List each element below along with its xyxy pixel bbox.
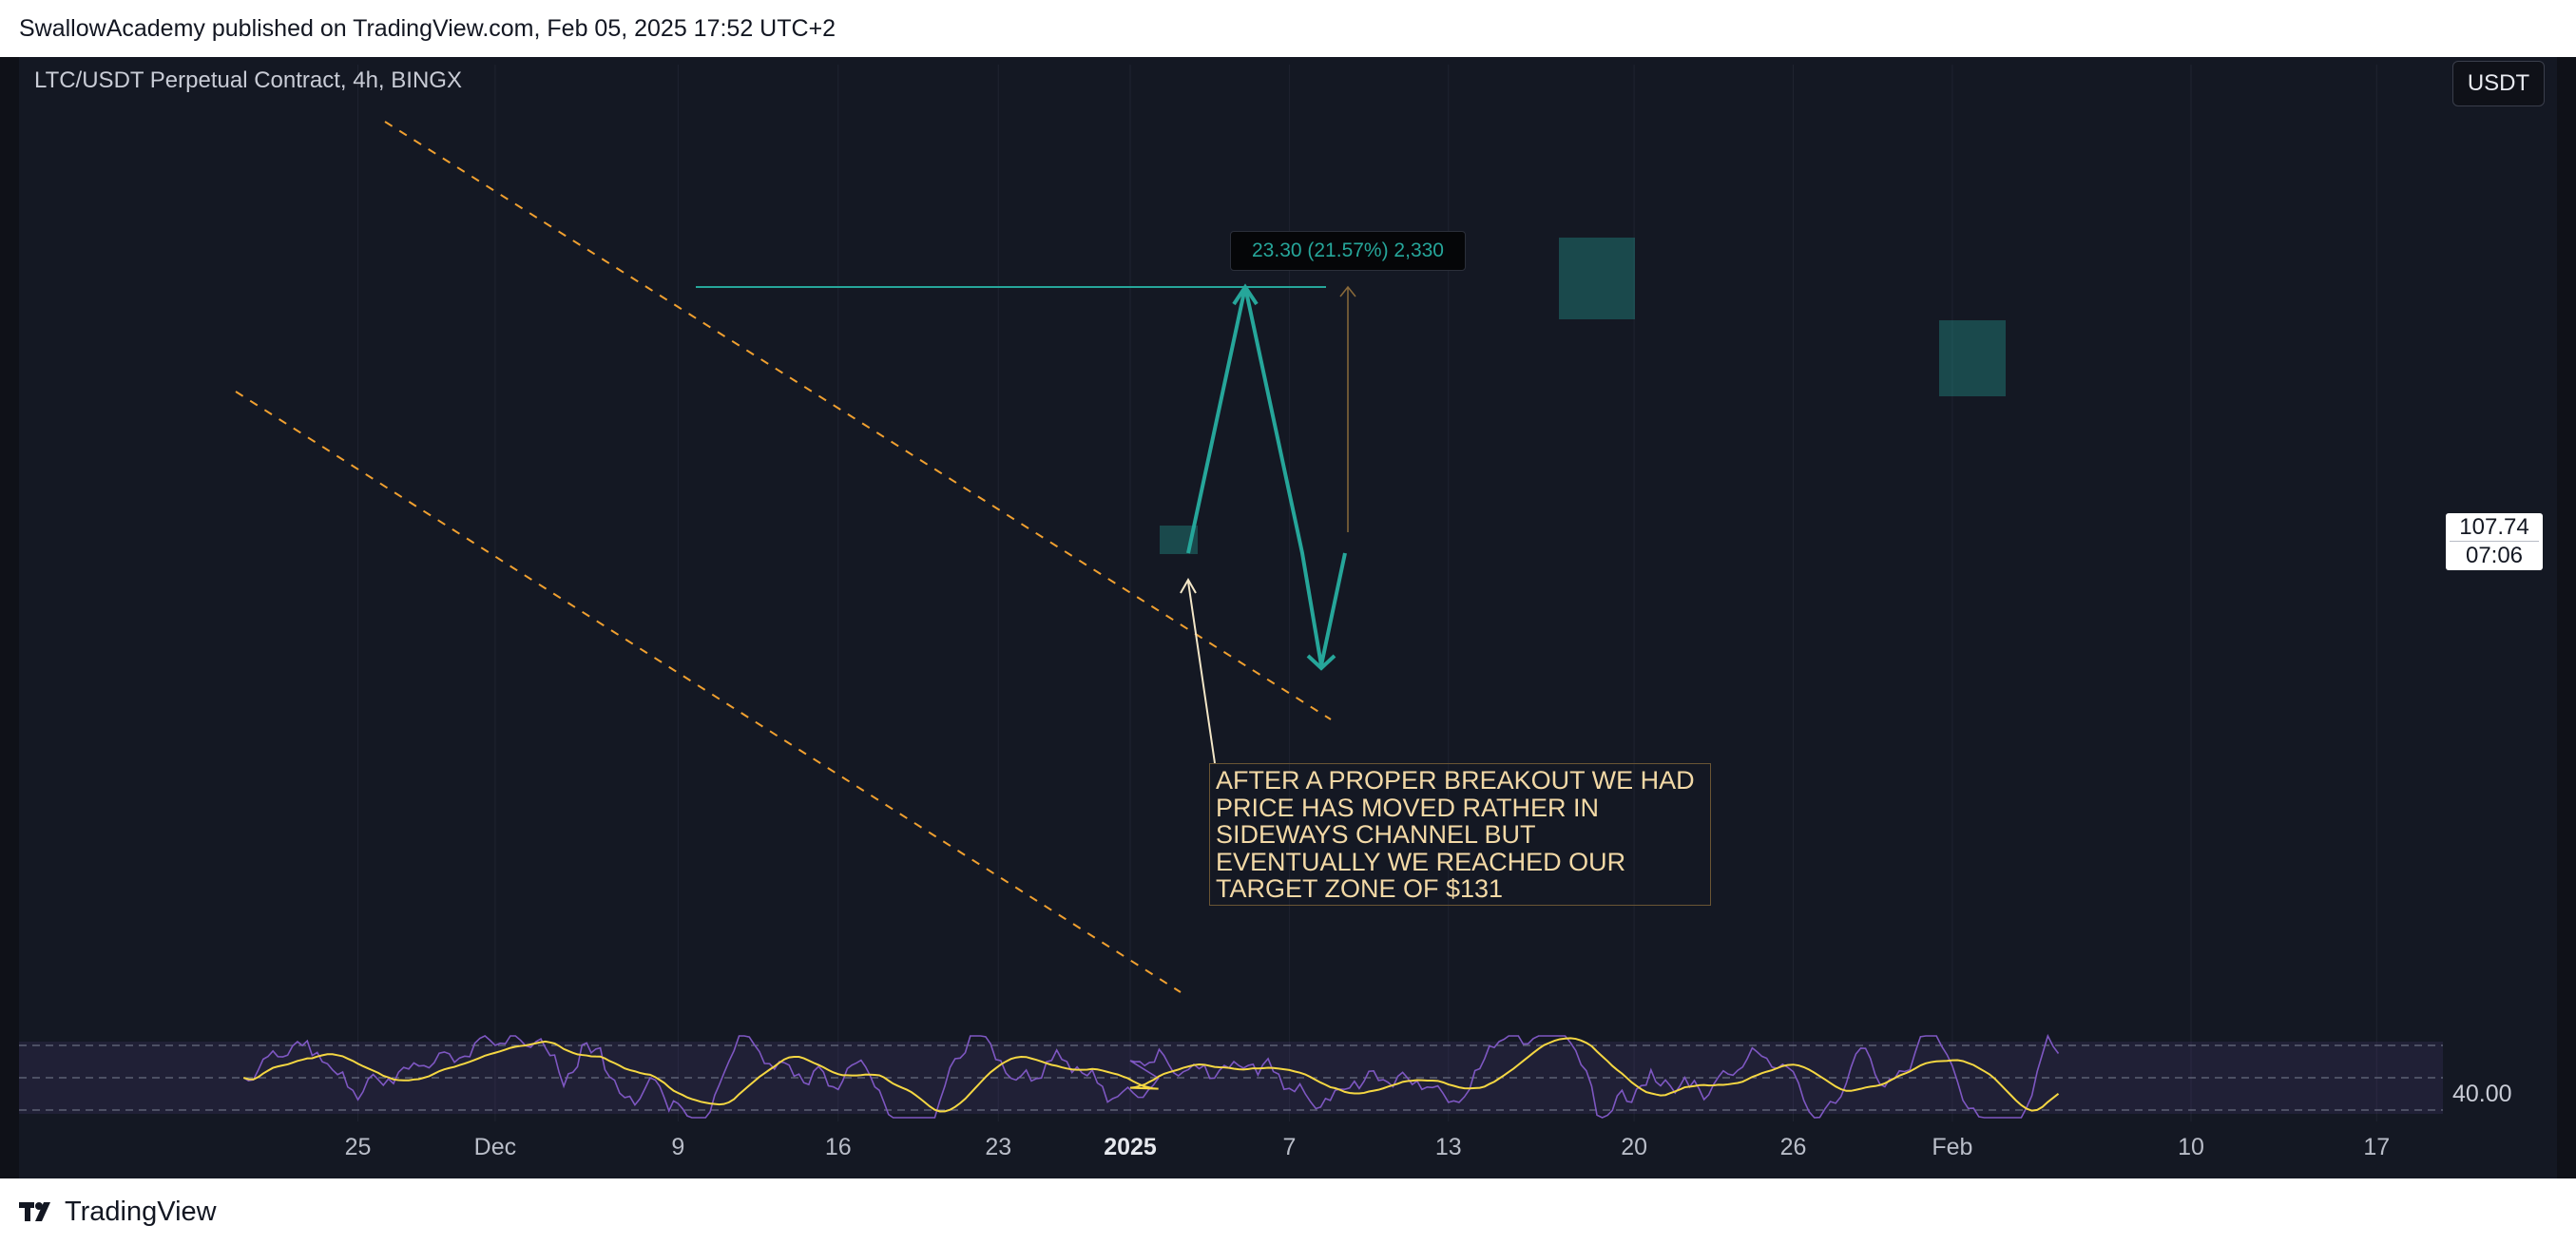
pointer-arrowhead — [1180, 577, 1197, 594]
chart-axes: 150.00140.00132.00124.00116.00103.0097.0… — [345, 1134, 2391, 1160]
annotation-note[interactable]: AFTER A PROPER BREAKOUT WE HAD PRICE HAS… — [1209, 763, 1711, 906]
publish-header: SwallowAcademy published on TradingView.… — [0, 0, 2576, 57]
time-axis-label: 17 — [2363, 1134, 2390, 1160]
time-axis-label: 13 — [1435, 1134, 1462, 1160]
rsi-ma-line — [242, 1037, 2060, 1113]
time-axis-label: 20 — [1621, 1134, 1647, 1160]
position-box — [1160, 526, 1198, 554]
bar-countdown: 07:06 — [2465, 543, 2524, 568]
currency-button[interactable]: USDT — [2452, 61, 2545, 106]
measure-label: 23.30 (21.57%) 2,330 — [1230, 231, 1466, 271]
footer — [0, 1178, 2576, 1245]
position-box — [1559, 238, 1635, 319]
time-axis-label: 25 — [345, 1134, 372, 1160]
last-price-value: 107.74 — [2459, 514, 2529, 540]
chart-drawings — [235, 121, 2006, 993]
zigzag-arrowhead — [1306, 654, 1336, 671]
time-axis-label: 7 — [1282, 1134, 1296, 1160]
price-tag-divider — [2450, 541, 2539, 542]
projection-zigzag — [1186, 286, 1347, 666]
tradingview-brand: TradingView — [65, 1197, 217, 1227]
chart-grid — [357, 65, 2377, 1121]
publish-text: SwallowAcademy published on TradingView.… — [19, 15, 836, 42]
time-axis-label: 16 — [825, 1134, 852, 1160]
zigzag-arrowhead — [1232, 283, 1259, 306]
time-axis-label: Dec — [474, 1134, 516, 1160]
rsi-line — [242, 1033, 2060, 1119]
tradingview-logo[interactable]: TradingView — [19, 1196, 217, 1228]
annotation-pointer — [1187, 581, 1216, 764]
channel-lower-line — [235, 391, 1182, 993]
position-box — [1939, 320, 2006, 396]
annotation-line: SIDEWAYS CHANNEL BUT — [1216, 820, 1536, 849]
time-axis-label: 23 — [985, 1134, 1011, 1160]
annotation-line: TARGET ZONE OF $131 — [1216, 874, 1504, 903]
rsi-axis-label: 40.00 — [2452, 1081, 2512, 1107]
last-price-tag: 107.74 07:06 — [2446, 513, 2543, 570]
time-axis-label: 10 — [2178, 1134, 2204, 1160]
time-axis-label: 9 — [671, 1134, 684, 1160]
annotation-line: PRICE HAS MOVED RATHER IN — [1216, 793, 1600, 822]
annotation-line: AFTER A PROPER BREAKOUT WE HAD — [1216, 766, 1695, 795]
rsi-pane: 40.00 — [19, 1033, 2512, 1119]
symbol-title: LTC/USDT Perpetual Contract, 4h, BINGX — [34, 67, 462, 93]
time-axis-label: 26 — [1780, 1134, 1807, 1160]
time-axis-label: Feb — [1932, 1134, 1972, 1160]
channel-upper-line — [384, 121, 1332, 720]
time-axis-label: 2025 — [1104, 1134, 1157, 1160]
measure-arrowhead — [1339, 285, 1356, 297]
annotation-line: EVENTUALLY WE REACHED OUR — [1216, 847, 1626, 876]
tradingview-logo-icon — [19, 1202, 50, 1221]
